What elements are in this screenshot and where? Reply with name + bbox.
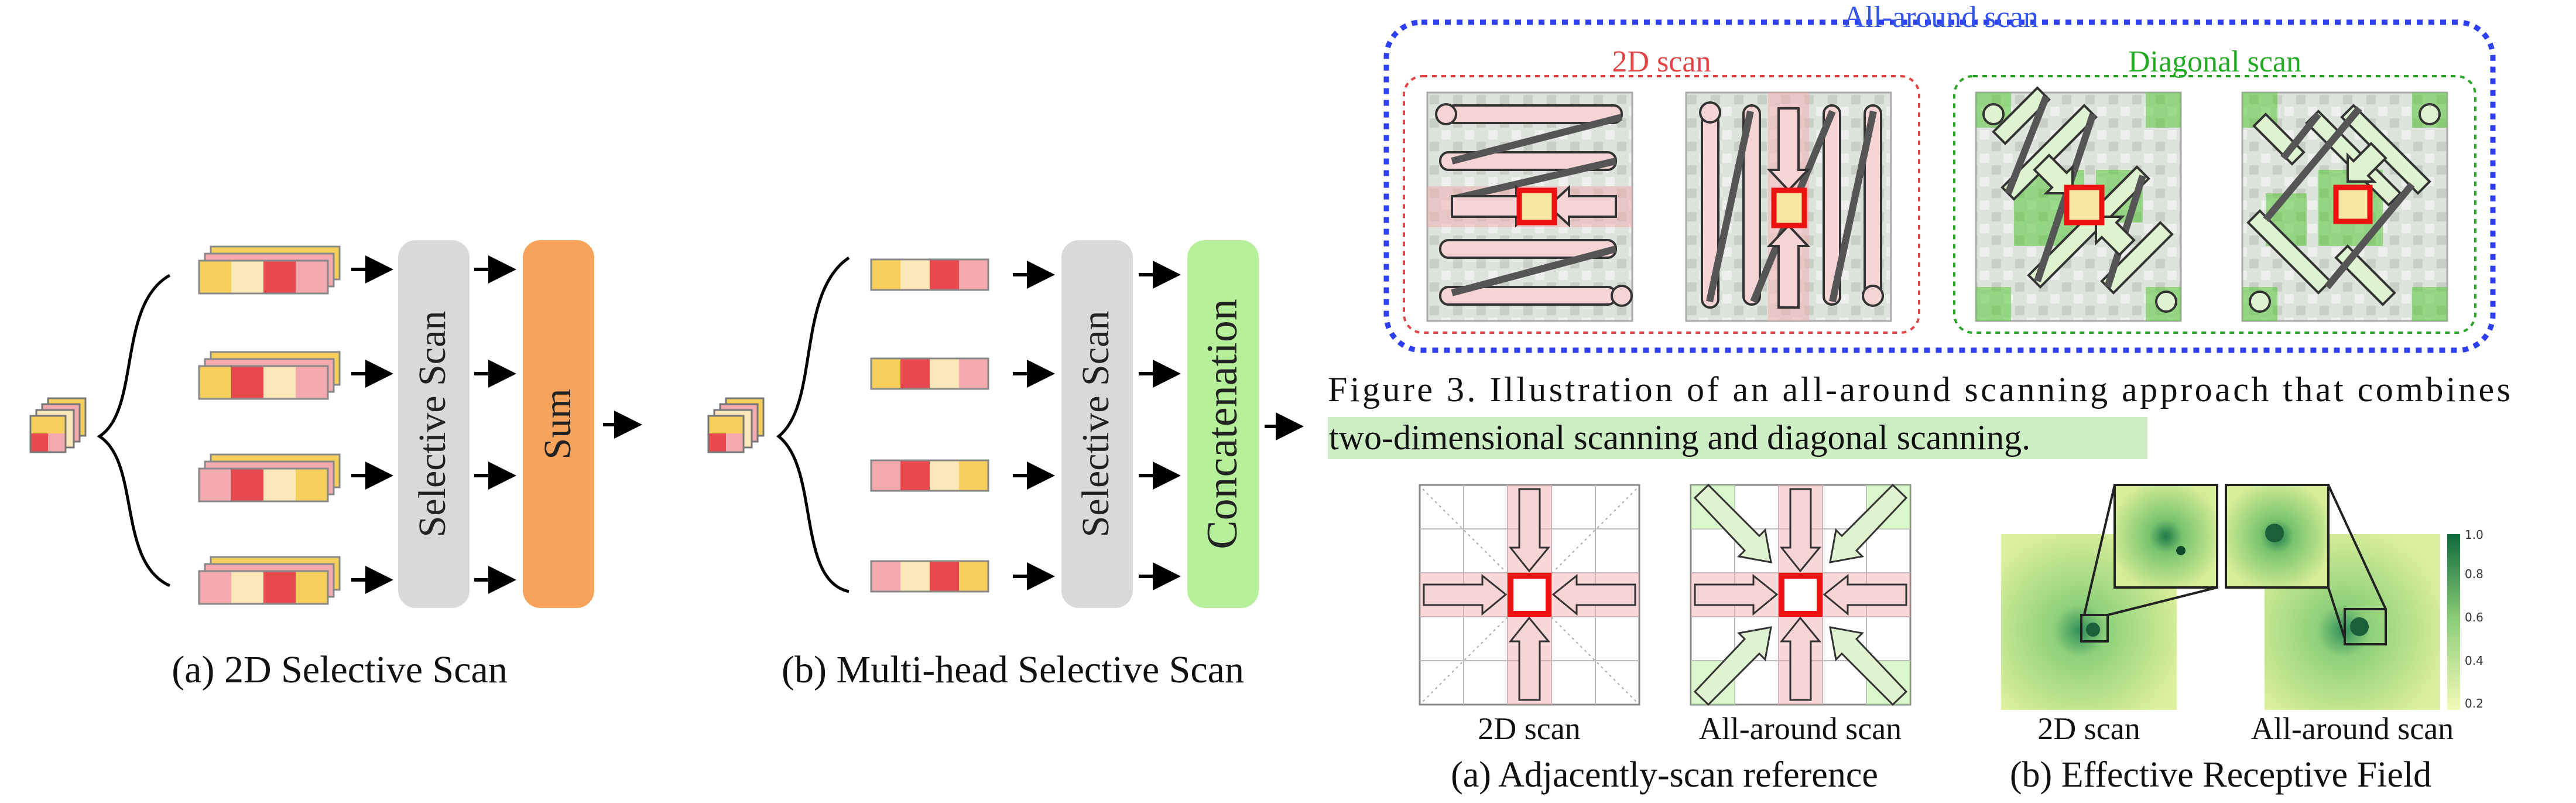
adjacently-scan-reference: 2D scan All-around scan (a) Adjacently-s… xyxy=(1419,483,1912,795)
adjacent-grid-2d xyxy=(1419,484,1640,706)
colorbar-tick-2: 0.8 xyxy=(2465,567,2483,581)
erf-label-all-around: All-around scan xyxy=(2251,711,2454,746)
colorbar-tick-1: 1.0 xyxy=(2465,528,2483,542)
selective-scan-label-b: Selective Scan xyxy=(1074,311,1117,538)
sum-box xyxy=(523,240,594,608)
concatenation-label: Concatenation xyxy=(1198,299,1246,549)
selective-scan-label-a: Selective Scan xyxy=(411,311,454,538)
caption-panel-a: (a) 2D Selective Scan xyxy=(172,648,508,691)
2d-scan-vertical-tile xyxy=(1685,91,1892,322)
arrows-b xyxy=(1013,261,1304,590)
head-sequence-3 xyxy=(870,459,989,492)
diagonal-scan-group-border xyxy=(1953,75,2476,334)
arrows-a xyxy=(351,255,642,594)
figure3-caption-line2: two-dimensional scanning and diagonal sc… xyxy=(1329,418,2030,457)
sequence-stacks-a xyxy=(198,245,341,605)
2d-scan-title: 2D scan xyxy=(1612,45,1711,78)
2d-scan-group-border xyxy=(1403,75,1920,334)
2d-scan-horizontal-tile xyxy=(1426,91,1633,322)
input-feature-cube-b xyxy=(707,397,765,453)
sequence-stack-2 xyxy=(198,351,341,400)
erf-map-2d xyxy=(2001,484,2218,710)
split-brace-b xyxy=(776,256,850,593)
head-sequence-2 xyxy=(870,357,989,390)
colorbar-tick-3: 0.6 xyxy=(2465,610,2483,624)
figure3-all-around-scan: All-around scan 2D scan xyxy=(1328,1,2510,459)
all-around-title: All-around scan xyxy=(1843,1,2039,34)
sequence-stack-3 xyxy=(198,453,341,503)
selective-scan-box-a xyxy=(398,240,470,608)
sum-label: Sum xyxy=(536,388,579,459)
head-sequences-b xyxy=(870,258,989,593)
head-sequence-1 xyxy=(870,258,989,291)
erf-colorbar: 1.0 0.8 0.6 0.4 0.2 xyxy=(2447,528,2483,710)
panel-b-multi-head-selective-scan: Selective Scan Concatenation (b) Multi-h… xyxy=(707,240,1304,691)
colorbar-tick-4: 0.4 xyxy=(2465,654,2483,668)
selective-scan-box-b xyxy=(1061,240,1133,608)
input-feature-cube-a xyxy=(29,397,87,453)
adjacent-label-all-around: All-around scan xyxy=(1699,711,1902,746)
diagonal-scan-tile-2 xyxy=(2241,91,2448,322)
adjacent-grid-all-around xyxy=(1690,483,1912,706)
colorbar-tick-5: 0.2 xyxy=(2465,696,2483,710)
sequence-stack-1 xyxy=(198,245,341,295)
split-brace-a xyxy=(97,274,171,587)
caption-highlight xyxy=(1328,417,2147,459)
head-sequence-4 xyxy=(870,560,989,593)
diagonal-scan-tile-1 xyxy=(1975,86,2182,322)
erf-label-2d: 2D scan xyxy=(2037,711,2140,746)
sequence-stack-4 xyxy=(198,556,341,605)
figure3-caption-line1: Figure 3. Illustration of an all-around … xyxy=(1328,370,2510,409)
panel-a-2d-selective-scan: Selective Scan Sum (a) 2D Selective Scan xyxy=(29,240,642,691)
effective-receptive-field: 1.0 0.8 0.6 0.4 0.2 2D scan All-around s… xyxy=(2001,484,2483,795)
erf-caption: (b) Effective Receptive Field xyxy=(2010,755,2431,795)
adjacent-label-2d: 2D scan xyxy=(1478,711,1580,746)
concatenation-box xyxy=(1187,240,1259,608)
erf-map-all-around xyxy=(2225,484,2440,710)
all-around-outer-border xyxy=(1383,19,2496,353)
adjacent-caption: (a) Adjacently-scan reference xyxy=(1451,755,1878,795)
diagonal-scan-title: Diagonal scan xyxy=(2128,45,2301,78)
caption-panel-b: (b) Multi-head Selective Scan xyxy=(782,648,1244,691)
